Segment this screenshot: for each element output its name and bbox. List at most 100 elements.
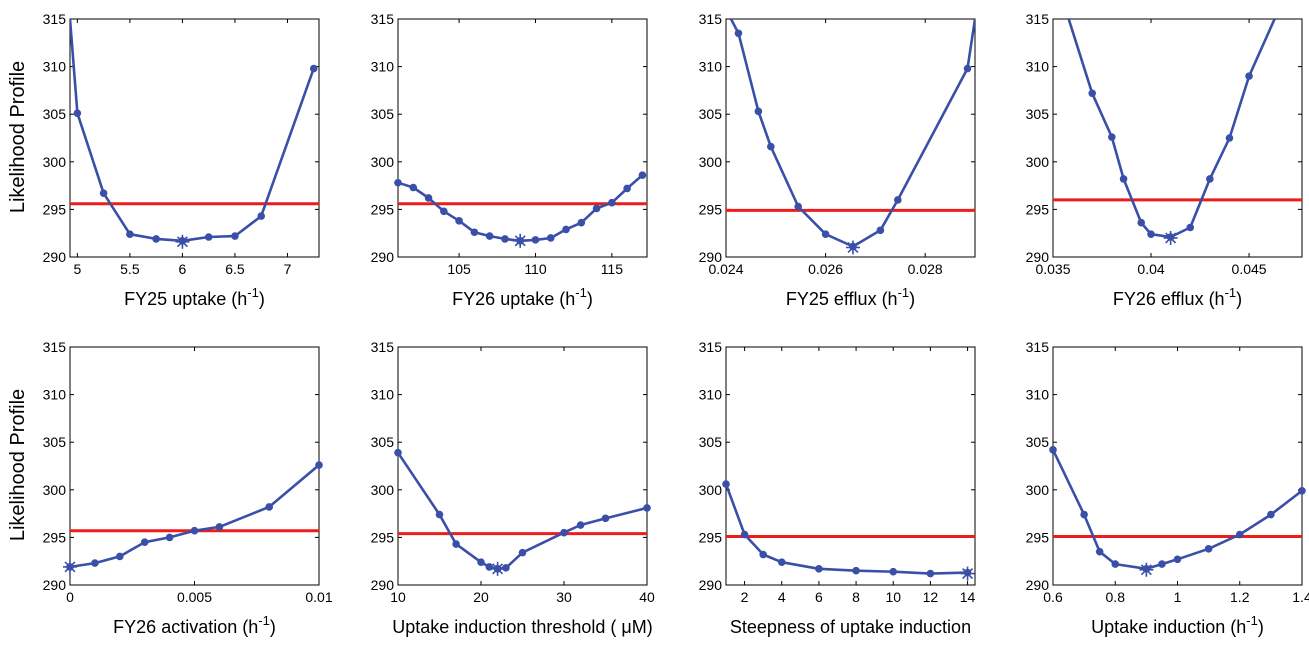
x-axis-label: FY26 uptake (h-1) [452, 285, 593, 309]
x-tick-label: 4 [778, 589, 786, 605]
data-point [734, 29, 743, 38]
x-tick-label: 7 [284, 261, 292, 277]
y-tick-label: 295 [1026, 529, 1050, 545]
data-point [502, 564, 510, 572]
y-tick-label: 295 [699, 529, 723, 545]
x-tick-label: 0.01 [305, 589, 332, 605]
data-point [815, 565, 823, 573]
x-axis-label: FY26 activation (h-1) [113, 613, 276, 637]
data-point [1186, 223, 1195, 232]
subplot-1: 290 295 300 305 310 315 5 5.5 6 6.5 7 FY25 uptake (… [43, 11, 320, 309]
x-tick-label: 0.024 [708, 261, 743, 277]
profile-line [1053, 449, 1302, 571]
x-tick-label: 12 [923, 589, 939, 605]
y-tick-label: 300 [1026, 482, 1050, 498]
y-tick-label: 315 [699, 11, 723, 27]
x-tick-label: 30 [556, 589, 572, 605]
axes-box [69, 18, 320, 258]
profile-line [70, 19, 315, 243]
y-tick-label: 305 [1026, 434, 1050, 450]
y-tick-label: 300 [699, 154, 723, 170]
data-point [889, 567, 898, 576]
x-tick-label: 10 [885, 589, 901, 605]
y-tick-label: 295 [43, 201, 67, 217]
x-tick-label: 0.6 [1043, 589, 1063, 605]
data-point [546, 234, 555, 242]
x-tick-label: 40 [639, 589, 655, 605]
axes-box [725, 346, 976, 586]
data-point [126, 230, 134, 238]
data-point [623, 184, 631, 193]
axes-box [1052, 18, 1303, 258]
data-point [440, 207, 448, 216]
optimum-star [175, 234, 190, 249]
data-point [740, 530, 749, 539]
data-point [394, 448, 402, 457]
data-point [1049, 446, 1057, 454]
profile-line [70, 464, 319, 569]
data-point [477, 558, 485, 566]
y-tick-label: 290 [43, 249, 67, 265]
y-tick-label: 290 [371, 249, 395, 265]
y-tick-label: 305 [371, 434, 395, 450]
x-tick-label: 1.4 [1292, 589, 1309, 605]
y-tick-label: 315 [1026, 11, 1050, 27]
data-point [215, 523, 224, 531]
optimum-star [845, 240, 860, 255]
axes-box [69, 346, 320, 586]
data-point [1235, 530, 1244, 539]
y-tick-label: 310 [699, 59, 723, 75]
x-axis-label: FY26 efflux (h-1) [1113, 285, 1242, 309]
data-point [73, 109, 82, 118]
y-tick-label: 290 [43, 577, 67, 593]
x-tick-label: 0.005 [177, 589, 212, 605]
x-tick-label: 5.5 [120, 261, 140, 277]
data-point [265, 503, 274, 511]
data-point [1204, 545, 1213, 553]
y-tick-label: 315 [43, 339, 67, 355]
optimum-star [63, 559, 77, 574]
data-point [577, 218, 586, 227]
data-point [1080, 510, 1088, 519]
y-tick-label: 315 [1026, 339, 1050, 355]
y-tick-label: 295 [1026, 201, 1050, 217]
x-tick-label: 0 [66, 589, 74, 605]
data-point [876, 226, 885, 235]
data-point [759, 550, 767, 559]
data-point [424, 194, 433, 202]
y-tick-label: 290 [1026, 577, 1050, 593]
data-point [485, 232, 494, 240]
x-tick-label: 1 [1174, 589, 1182, 605]
x-tick-label: 105 [447, 261, 471, 277]
data-point [1119, 175, 1128, 183]
y-tick-label: 310 [371, 387, 395, 403]
x-axis-label: Steepness of uptake induction [730, 617, 971, 637]
data-point [1225, 134, 1234, 142]
y-tick-label: 310 [371, 59, 395, 75]
profile-line [726, 483, 968, 575]
data-point [455, 217, 463, 225]
data-point [1108, 133, 1116, 141]
x-tick-label: 1.2 [1230, 589, 1250, 605]
y-tick-label: 300 [43, 154, 67, 170]
y-tick-label: 305 [1026, 106, 1050, 122]
data-point [608, 198, 616, 207]
profile-line [1067, 19, 1276, 239]
x-axis-label: Uptake induction (h-1) [1091, 613, 1264, 637]
data-point [754, 107, 763, 116]
y-tick-label: 295 [371, 529, 395, 545]
data-point [470, 228, 479, 237]
data-point [1173, 555, 1182, 564]
data-point [518, 548, 527, 557]
x-tick-label: 20 [473, 589, 489, 605]
data-point [1158, 560, 1166, 568]
subplot-5: 290 295 300 305 310 315 0 0.005 0.01 FY26 activat… [43, 339, 333, 637]
data-point [767, 142, 775, 151]
data-point [963, 64, 972, 73]
axes-box [397, 18, 648, 258]
y-tick-label: 290 [1026, 249, 1050, 265]
y-tick-label: 290 [699, 577, 723, 593]
data-point [152, 235, 160, 243]
data-point [560, 528, 568, 537]
